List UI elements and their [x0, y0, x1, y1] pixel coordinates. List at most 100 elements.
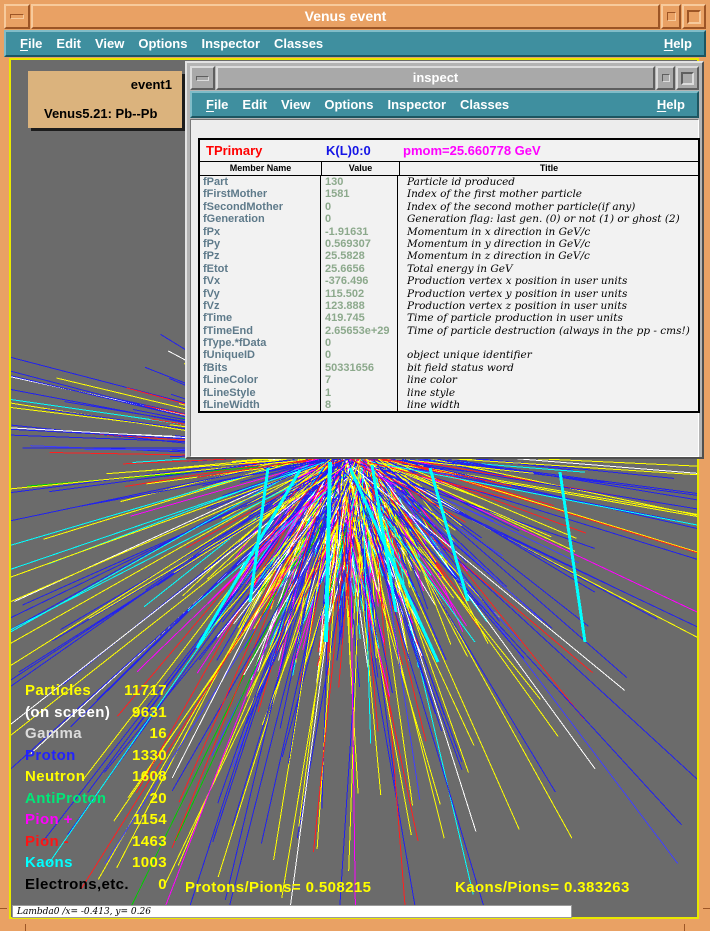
member-title: Momentum in y direction in GeV/c	[407, 237, 591, 250]
member-title: bit field status word	[407, 361, 514, 374]
table-row[interactable]: fTimeEnd 2.65653e+29 Time of particle dest…	[200, 324, 698, 338]
member-name: fPart	[200, 176, 321, 189]
particle-tracks	[11, 333, 697, 917]
protons-pions-ratio: Protons/Pions= 0.508215	[185, 879, 372, 896]
table-row[interactable]: fEtot 25.6656 Total energy in GeV	[200, 262, 698, 276]
inspect-table-body: fPart 130 Particle id produced fFirstMother…	[200, 176, 698, 412]
minimize-button[interactable]	[661, 4, 681, 29]
inspect-title[interactable]: inspect	[216, 66, 655, 90]
particle-name: K(L)0:0	[326, 143, 371, 158]
table-row[interactable]: fPy 0.569307 Momentum in y direction in Ge…	[200, 237, 698, 251]
legend-row: Proton 1330	[25, 747, 167, 769]
table-row[interactable]: fLineColor 7 line color	[200, 374, 698, 387]
table-row[interactable]: fPx -1.91631 Momentum in x direction in Ge…	[200, 225, 698, 238]
member-value: 2.65653e+29	[321, 324, 398, 338]
table-row[interactable]: fTime 419.745 Time of particle production …	[200, 312, 698, 325]
minimize-icon	[661, 74, 670, 82]
event1-panel[interactable]: event1 Venus5.21: Pb--Pb	[28, 71, 182, 128]
member-name: fGeneration	[200, 213, 321, 226]
menu-item-edit[interactable]: Edit	[242, 97, 267, 112]
inspect-column-headers: Member Name Value Title	[200, 162, 698, 176]
table-row[interactable]: fGeneration 0 Generation flag: last gen. (…	[200, 213, 698, 226]
menu-item-options[interactable]: Options	[138, 36, 188, 51]
menu-item-help[interactable]: Help	[663, 36, 692, 51]
member-title: Index of the first mother particle	[407, 188, 583, 201]
table-row[interactable]: fPz 25.5828 Momentum in z direction in GeV…	[200, 250, 698, 263]
member-title: Index of the second mother particle(if a…	[407, 200, 636, 213]
inspect-table: TPrimary K(L)0:0 pmom=25.660778 GeV Memb…	[198, 138, 700, 414]
member-value: -1.91631	[321, 225, 398, 238]
menu-item-options[interactable]: Options	[324, 97, 374, 112]
window-menu-icon	[196, 75, 209, 81]
inspect-minimize-button[interactable]	[656, 66, 675, 90]
class-name: TPrimary	[206, 143, 263, 158]
menu-item-classes[interactable]: Classes	[460, 97, 510, 112]
window-title[interactable]: Venus event	[31, 4, 660, 29]
table-row[interactable]: fVy 115.502 Production vertex y position i…	[200, 287, 698, 300]
member-name: fPx	[200, 225, 321, 238]
legend-label: Neutron	[25, 768, 86, 785]
member-title: Time of particle destruction (always in …	[407, 324, 690, 337]
member-value: 25.5828	[321, 250, 398, 263]
menu-item-view[interactable]: View	[94, 36, 125, 51]
legend-row: Pion - 1463	[25, 833, 167, 855]
member-name: fType.*fData	[200, 337, 321, 350]
inspect-window: inspect File Edit View Options Inspector Clas…	[185, 61, 704, 459]
legend-count: 20	[149, 789, 167, 807]
menu-item-edit[interactable]: Edit	[56, 36, 81, 51]
table-row[interactable]: fVz 123.888 Production vertex z position i…	[200, 299, 698, 313]
kaons-pions-ratio: Kaons/Pions= 0.383263	[455, 879, 630, 896]
frame-notch	[0, 908, 7, 909]
window-menu-icon	[10, 14, 24, 19]
frame-notch	[703, 908, 710, 909]
legend-label: Kaons	[25, 854, 73, 871]
legend-row: (on screen) 9631	[25, 704, 167, 726]
inspect-maximize-button[interactable]	[676, 66, 699, 90]
legend-row: Gamma 16	[25, 725, 167, 747]
table-row[interactable]: fUniqueID 0 object unique identifier	[200, 349, 698, 362]
member-title: line width	[407, 399, 461, 412]
member-value: 1	[321, 386, 398, 400]
table-row[interactable]: fLineStyle 1 line style	[200, 386, 698, 400]
menu-item-file[interactable]: File	[20, 36, 43, 51]
menu-item-inspector[interactable]: Inspector	[387, 97, 446, 112]
maximize-button[interactable]	[682, 4, 706, 29]
member-name: fTime	[200, 312, 321, 325]
member-name: fVz	[200, 299, 321, 313]
event1-subtitle: Venus5.21: Pb--Pb	[44, 106, 158, 121]
table-row[interactable]: fFirstMother 1581 Index of the first mothe…	[200, 188, 698, 201]
member-value: 0.569307	[321, 237, 398, 251]
member-title	[398, 337, 698, 349]
table-row[interactable]: fLineWidth 8 line width	[200, 399, 698, 412]
legend-row: Neutron 1608	[25, 768, 167, 790]
window-menu-button[interactable]	[4, 4, 30, 29]
member-value: 130	[321, 176, 398, 189]
table-row[interactable]: fSecondMother 0 Index of the second mother…	[200, 200, 698, 214]
legend-count: 1003	[132, 854, 167, 871]
status-bar: Lambda0 /x= -0.413, y= 0.26	[12, 905, 572, 918]
inspect-titlebar: inspect	[190, 66, 699, 90]
menu-item-view[interactable]: View	[280, 97, 311, 112]
column-member-name: Member Name	[200, 162, 322, 175]
legend-row: Pion + 1154	[25, 811, 167, 833]
table-row[interactable]: fVx -376.496 Production vertex x position …	[200, 275, 698, 288]
window-menubar: File Edit View Options Inspector Classes Help	[4, 30, 706, 57]
member-value: 8	[321, 399, 398, 412]
menu-item-inspector[interactable]: Inspector	[201, 36, 260, 51]
table-row[interactable]: fBits 50331656 bit field status word	[200, 361, 698, 375]
legend-label: Electrons,etc.	[25, 875, 129, 893]
menu-item-classes[interactable]: Classes	[274, 36, 324, 51]
menu-item-file[interactable]: File	[206, 97, 229, 112]
table-row[interactable]: fPart 130 Particle id produced	[200, 176, 698, 189]
member-name: fLineColor	[200, 374, 321, 387]
inspect-window-menu-button[interactable]	[190, 66, 215, 90]
column-title: Title	[539, 163, 559, 173]
table-row[interactable]: fType.*fData 0	[200, 337, 698, 350]
member-value: 0	[321, 213, 398, 226]
particle-legend: Particles 11717 (on screen) 9631 Gamma 16 Prot…	[25, 682, 167, 897]
menu-item-help[interactable]: Help	[656, 97, 685, 112]
member-name: fSecondMother	[200, 200, 321, 214]
legend-label: AntiProton	[25, 789, 107, 807]
member-title: Particle id produced	[407, 176, 516, 188]
